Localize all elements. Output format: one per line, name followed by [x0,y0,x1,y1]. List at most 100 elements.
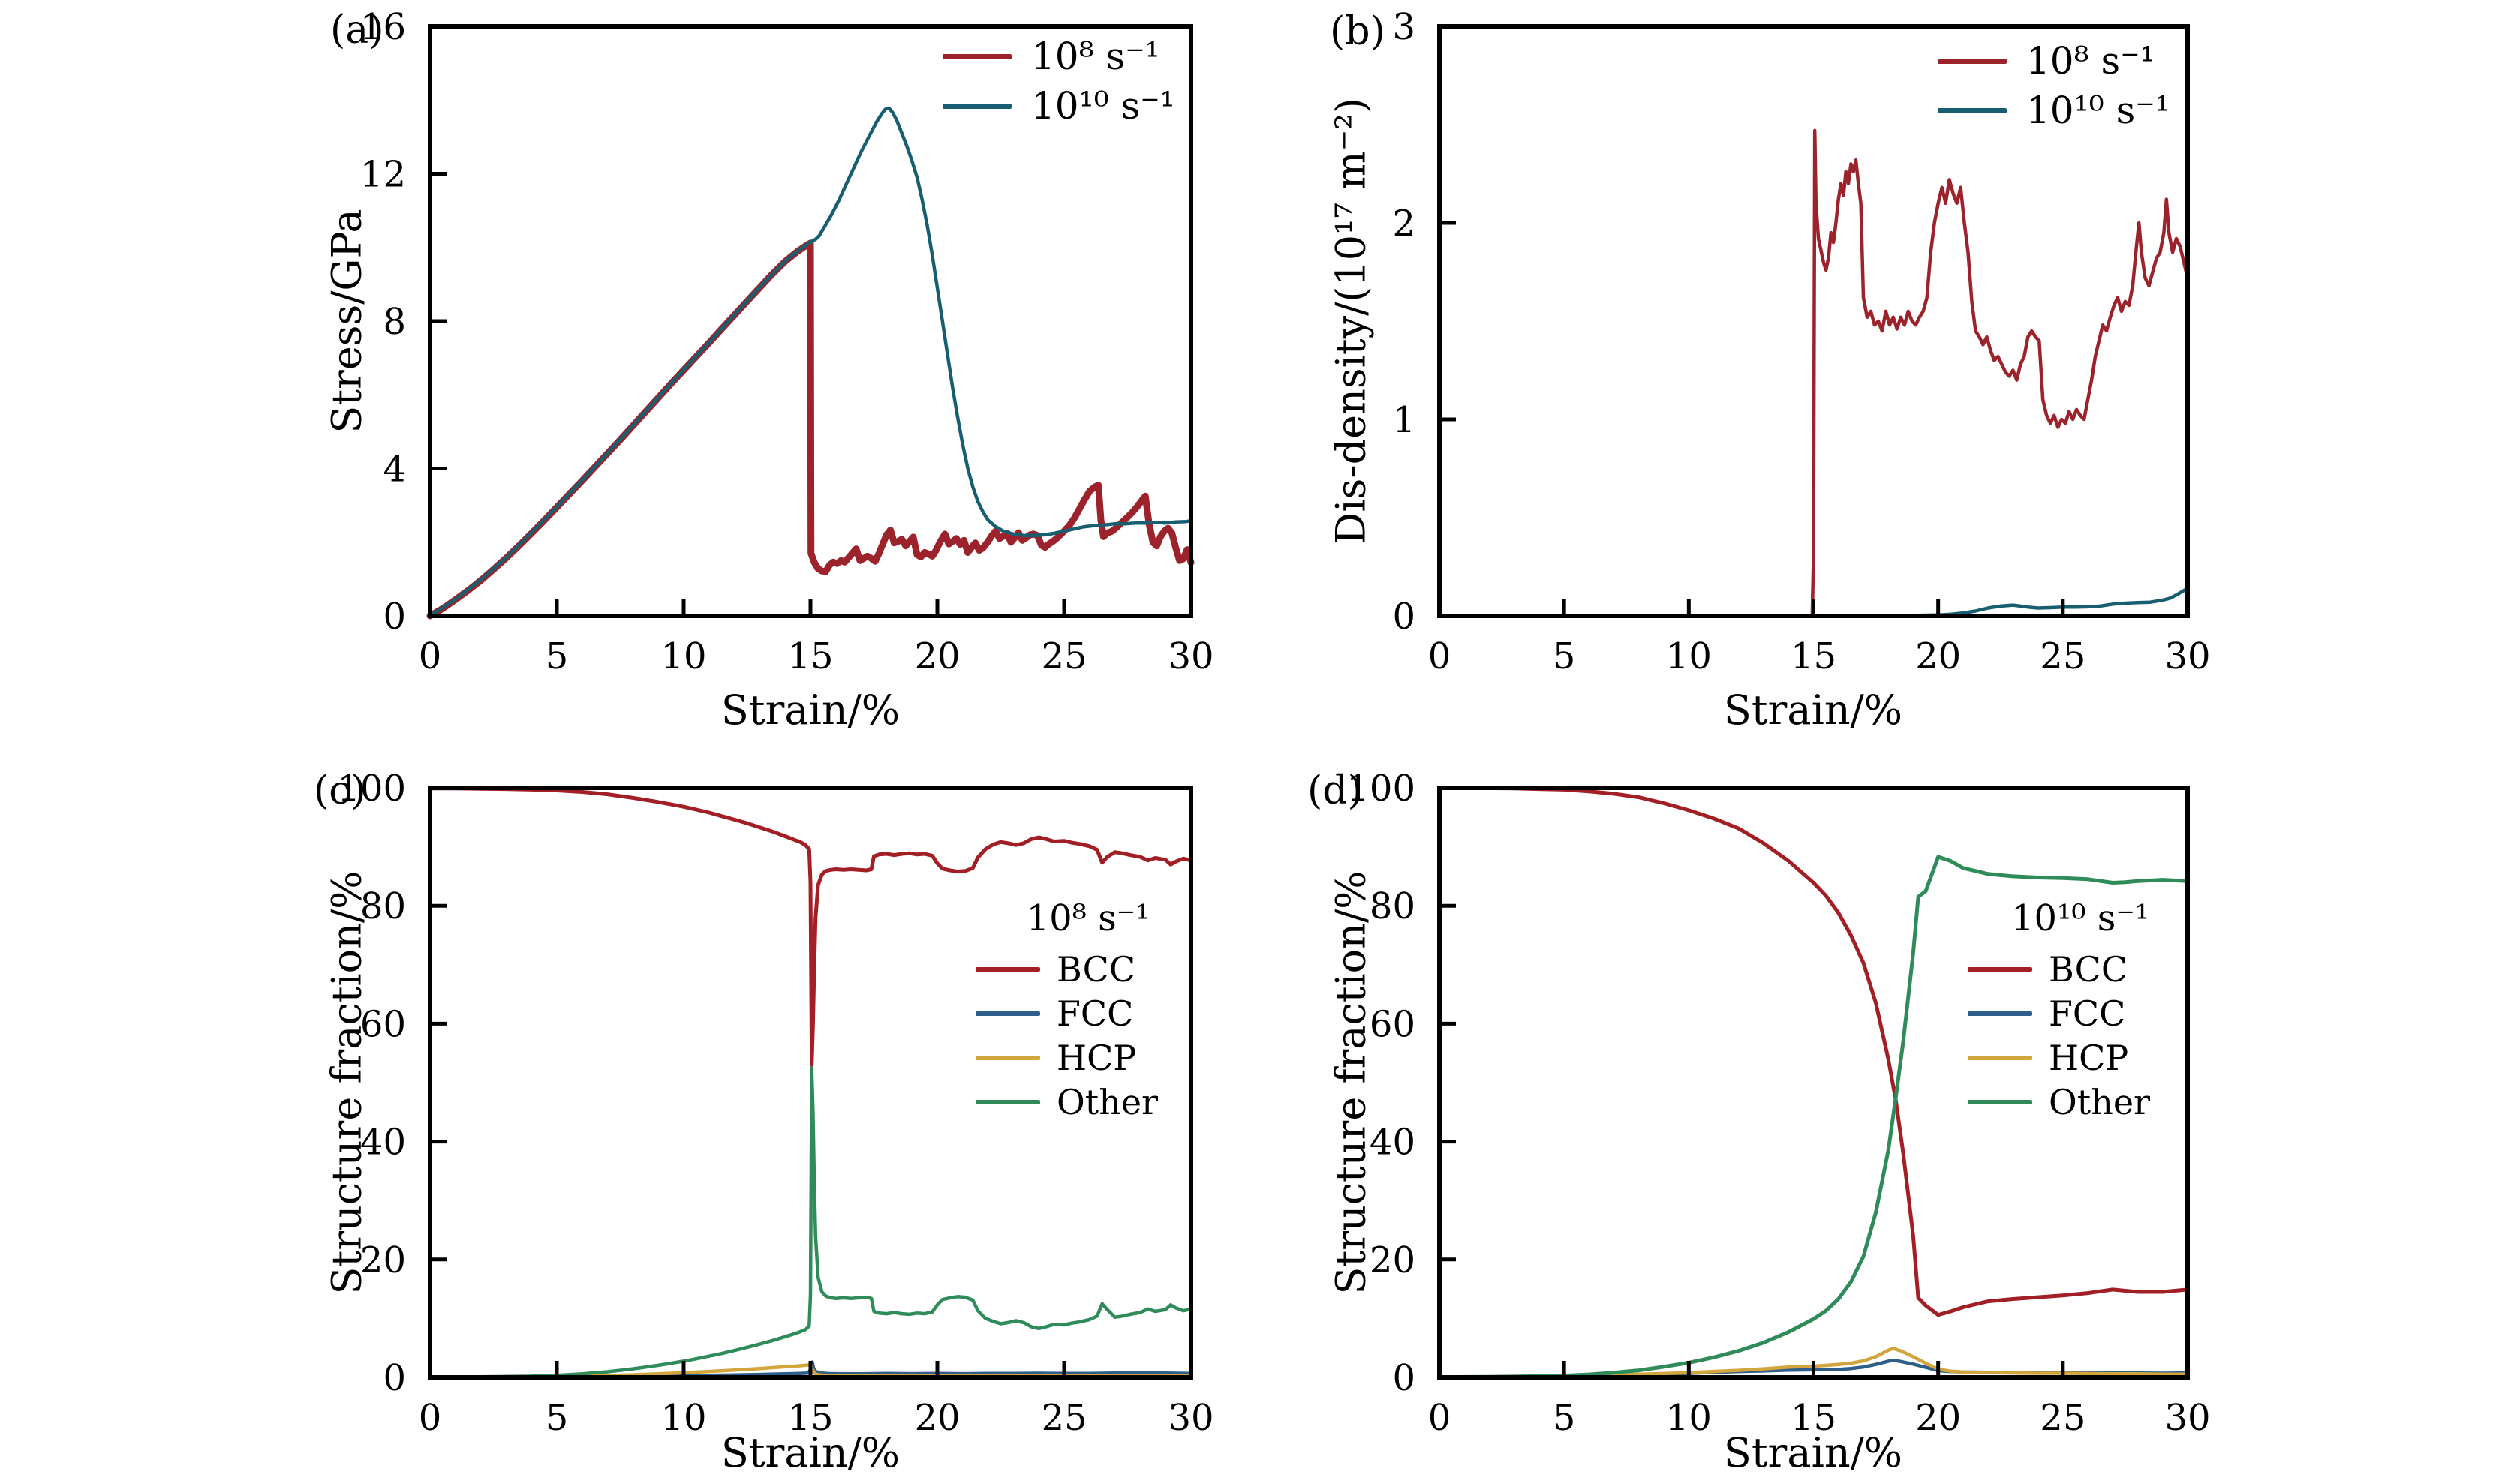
legend-entry: BCC [976,947,1201,991]
legend-line-swatch [1968,1011,2032,1016]
y-tick-label: 0 [383,1357,406,1399]
series-rate10 [428,106,1193,618]
plot-frame [1437,24,2190,618]
y-tick-label: 80 [360,885,406,927]
y-tick-label: 12 [360,154,406,196]
x-tick-label: 30 [1168,1397,1213,1439]
y-tick-label: 2 [1392,203,1415,245]
panel-tag-d: (d) [1307,768,1363,813]
legend-c-title: 10⁸ s⁻¹ [1026,897,1150,939]
legend-line-swatch [976,1011,1040,1016]
panel-tag-a: (a) [330,8,384,53]
legend-entry: 10¹⁰ s⁻¹ [943,81,1175,131]
legend-line-swatch [943,53,1012,59]
panel-tag-b: (b) [1330,9,1385,54]
legend-c: 10⁸ s⁻¹ BCC FCC HCP Other [976,894,1201,1124]
x-tick-label: 20 [1915,1397,1961,1439]
legend-entry: Other [1968,1080,2193,1124]
y-tick-label: 40 [1370,1122,1415,1164]
plot-frame [428,24,1193,618]
x-tick-label: 20 [1915,635,1961,677]
series-hcp [1437,1347,2190,1380]
x-axis-label-c: Strain/% [720,1429,901,1476]
legend-entry: HCP [976,1035,1201,1080]
legend-label: BCC [1057,948,1136,990]
plot-a-stress-strain: 0 5 10 15 20 25 30 0 4 8 12 16 [360,6,1214,677]
x-tick-label: 25 [2040,1397,2085,1439]
y-tick-label: 0 [383,596,406,638]
y-tick-label: 1 [1392,399,1415,441]
legend-entry: Other [976,1080,1201,1124]
y-tick-label: 100 [337,768,406,810]
legend-label: 10¹⁰ s⁻¹ [2026,89,2170,132]
legend-label: Other [1057,1081,1159,1122]
series-bcc [428,786,1193,1067]
x-tick-label: 5 [1553,1397,1576,1439]
series-rate8 [426,239,1195,620]
legend-line-swatch [1968,1055,2032,1060]
x-tick-label: 30 [2164,1397,2210,1439]
x-tick-label: 30 [1168,635,1213,677]
x-tick-label: 20 [914,1397,960,1439]
legend-line-swatch [976,966,1040,972]
y-tick-label: 60 [1370,1003,1415,1045]
legend-entry: 10¹⁰ s⁻¹ [1938,86,2170,135]
legend-c-entries: BCC FCC HCP Other [976,947,1201,1124]
legend-label: Other [2049,1081,2151,1122]
x-tick-label: 25 [2040,635,2085,677]
y-tick-label: 8 [383,301,406,343]
plot-d-structure-fraction-1e10: 0 5 10 15 20 25 30 0 20 40 60 80 100 [1346,768,2210,1439]
x-tick-label: 0 [1428,635,1451,677]
legend-line-swatch [1968,966,2032,972]
plot-c-structure-fraction-1e8: 0 5 10 15 20 25 30 0 20 40 60 80 100 [337,768,1213,1439]
legend-entry: BCC [1968,947,2193,991]
y-tick-label: 20 [1370,1239,1415,1281]
x-tick-label: 0 [419,1397,442,1439]
y-tick-label: 4 [383,449,406,491]
legend-line-swatch [1938,107,2007,113]
legend-line-swatch [976,1055,1040,1060]
x-axis-label-d: Strain/% [1723,1429,1903,1476]
legend-label: HCP [1057,1037,1137,1078]
legend-label: 10¹⁰ s⁻¹ [1031,84,1175,128]
y-axis-label-c: Structure fraction/% [323,870,371,1295]
x-tick-label: 20 [914,635,960,677]
legend-label: FCC [2049,993,2126,1034]
x-tick-label: 5 [546,635,569,677]
y-tick-label: 60 [360,1003,406,1045]
legend-b-entries: 10⁸ s⁻¹ 10¹⁰ s⁻¹ [1938,36,2170,135]
x-tick-label: 15 [787,635,833,677]
y-axis-label-a: Stress/GPa [323,209,371,434]
legend-label: BCC [2049,948,2128,990]
y-axis-label-d: Structure fraction/% [1327,870,1375,1295]
x-axis-label-a: Strain/% [720,686,901,734]
y-tick-label: 0 [1392,1357,1415,1399]
x-tick-label: 25 [1041,1397,1087,1439]
x-tick-label: 15 [1791,1397,1836,1439]
x-tick-label: 5 [1553,635,1576,677]
series-rate8 [1437,128,2190,618]
plot-b-dislocation-density: 0 5 10 15 20 25 30 0 1 2 3 [1392,6,2210,677]
plot-frame [428,786,1193,1380]
legend-line-swatch [976,1099,1040,1104]
legend-line-swatch [1968,1099,2032,1104]
y-tick-label: 40 [360,1122,406,1164]
x-tick-label: 15 [1791,635,1836,677]
series-bcc [1437,786,2190,1317]
series-other [1437,855,2190,1380]
legend-entry: FCC [1968,991,2193,1035]
legend-entry: 10⁸ s⁻¹ [1938,36,2170,86]
legend-line-swatch [943,103,1012,109]
panel-tag-c: (c) [314,768,366,813]
x-tick-label: 10 [1666,1397,1712,1439]
legend-b: 10⁸ s⁻¹ 10¹⁰ s⁻¹ [1938,36,2170,135]
y-tick-label: 0 [1392,596,1415,638]
y-tick-label: 20 [360,1239,406,1281]
legend-entry: 10⁸ s⁻¹ [943,32,1175,81]
x-tick-label: 10 [660,635,706,677]
x-tick-label: 15 [787,1397,833,1439]
x-tick-label: 5 [546,1397,569,1439]
legend-line-swatch [1938,58,2007,64]
legend-label: 10⁸ s⁻¹ [2026,39,2155,83]
